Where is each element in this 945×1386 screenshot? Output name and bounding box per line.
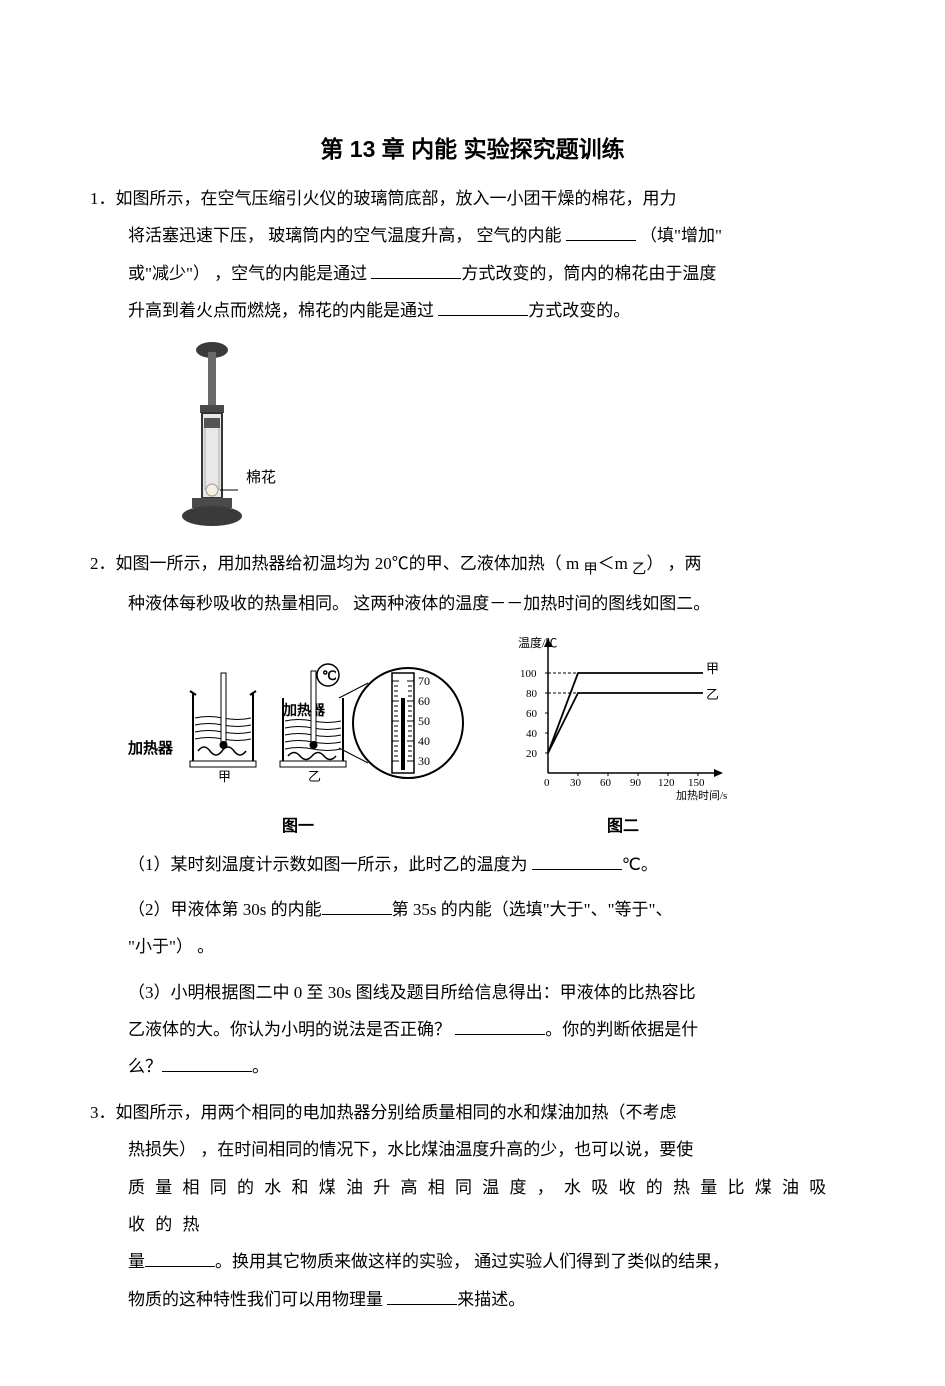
q2s2a: （2）甲液体第 30s 的内能 xyxy=(128,900,322,919)
q1-line4a: 升高到着火点而燃烧，棉花的内能是通过 xyxy=(128,301,438,320)
q2-line1b: ） ，两 xyxy=(646,554,701,573)
svg-text:60: 60 xyxy=(418,694,430,708)
svg-text:℃: ℃ xyxy=(322,668,337,683)
svg-text:40: 40 xyxy=(418,734,430,748)
blank xyxy=(162,1055,252,1072)
blank xyxy=(322,898,392,915)
sub-yi: 乙 xyxy=(632,561,646,577)
q3-line4a: 量 xyxy=(128,1252,145,1271)
svg-text:70: 70 xyxy=(418,674,430,688)
blank xyxy=(145,1250,215,1267)
question-3: 3．如图所示，用两个相同的电加热器分别给质量相同的水和煤油加热（不考虑 热损失）… xyxy=(90,1094,855,1318)
y-ticks: 20 40 60 80 100 xyxy=(520,668,548,760)
q3-line1: 如图所示，用两个相同的电加热器分别给质量相同的水和煤油加热（不考虑 xyxy=(116,1103,677,1122)
q2-sub1: （1）某时刻温度计示数如图一所示，此时乙的温度为 ℃。 xyxy=(90,846,855,883)
q1-line3b: 方式改变的，筒内的棉花由于温度 xyxy=(461,264,716,283)
cotton-label: 棉花 xyxy=(246,470,276,486)
q1-line4b: 方式改变的。 xyxy=(528,301,630,320)
svg-text:20: 20 xyxy=(526,748,538,760)
q2-line2: 种液体每秒吸收的热量相同。 这两种液体的温度－－加热时间的图线如图二。 xyxy=(128,594,710,613)
q3-line5a: 物质的这种特性我们可以用物理量 xyxy=(128,1290,387,1309)
svg-text:加热器: 加热器 xyxy=(282,702,326,719)
temperature-chart-icon: 20 40 60 80 100 0 30 60 90 120 150 温度/℃ … xyxy=(508,633,738,803)
q3-line4b: 。换用其它物质来做这样的实验， 通过实验人们得到了类似的结果， xyxy=(215,1252,729,1271)
compression-igniter-icon xyxy=(170,340,290,530)
blank xyxy=(566,224,636,241)
svg-text:甲: 甲 xyxy=(218,769,231,784)
q2-lt: ＜m xyxy=(598,554,632,573)
q2-sub3: （3）小明根据图二中 0 至 30s 图线及题目所给信息得出：甲液体的比热容比 … xyxy=(90,974,855,1086)
q2-sub2: （2）甲液体第 30s 的内能 第 35s 的内能（选填"大于"、"等于"、 "小… xyxy=(90,891,855,966)
q1-line2a: 将活塞迅速下压， 玻璃筒内的空气温度升高， 空气的内能 xyxy=(128,226,566,245)
svg-text:加热器: 加热器 xyxy=(128,739,174,757)
beakers-diagram-icon: 加热器 甲 xyxy=(128,643,468,803)
svg-text:100: 100 xyxy=(520,668,537,680)
q2s1b: ℃。 xyxy=(622,855,658,874)
svg-text:甲: 甲 xyxy=(706,661,719,676)
blank xyxy=(532,853,622,870)
x-ticks: 0 30 60 90 120 150 xyxy=(544,773,705,789)
q2-line1: 如图一所示，用加热器给初温均为 20℃的甲、乙液体加热（ m xyxy=(116,554,584,573)
blank xyxy=(438,299,528,316)
q1-line2b: （填"增加" xyxy=(636,226,722,245)
svg-text:乙: 乙 xyxy=(706,687,719,702)
q1-line3a: 或"减少"） ，空气的内能是通过 xyxy=(128,264,371,283)
svg-text:50: 50 xyxy=(418,714,430,728)
q2-number: 2． xyxy=(90,554,116,573)
sub-jia: 甲 xyxy=(583,561,597,577)
q3-number: 3． xyxy=(90,1103,116,1122)
blank xyxy=(371,262,461,279)
q3-line2: 热损失） ，在时间相同的情况下，水比煤油温度升高的少，也可以说，要使 xyxy=(128,1140,693,1159)
q1-line1: 如图所示，在空气压缩引火仪的玻璃筒底部，放入一小团干燥的棉花，用力 xyxy=(116,189,677,208)
q2s3c: 。你的判断依据是什 xyxy=(545,1020,698,1039)
figure-one: 加热器 甲 xyxy=(128,643,468,836)
svg-text:120: 120 xyxy=(658,777,675,789)
q1-figure: 棉花 xyxy=(170,340,855,535)
q3-line5b: 来描述。 xyxy=(457,1290,525,1309)
svg-text:温度/℃: 温度/℃ xyxy=(518,635,557,650)
svg-text:150: 150 xyxy=(688,777,705,789)
q2s2c: "小于"） 。 xyxy=(128,937,214,956)
page-title: 第 13 章 内能 实验探究题训练 xyxy=(90,130,855,164)
question-2: 2．如图一所示，用加热器给初温均为 20℃的甲、乙液体加热（ m 甲＜m 乙） … xyxy=(90,545,855,623)
q2s2b: 第 35s 的内能（选填"大于"、"等于"、 xyxy=(392,900,673,919)
q2-figures: 加热器 甲 xyxy=(128,633,855,836)
q2s3d: 么？ xyxy=(128,1057,162,1076)
q2s3a: （3）小明根据图二中 0 至 30s 图线及题目所给信息得出：甲液体的比热容比 xyxy=(128,983,696,1002)
svg-text:30: 30 xyxy=(570,777,582,789)
svg-text:加热时间/s: 加热时间/s xyxy=(676,789,727,802)
svg-text:90: 90 xyxy=(630,777,642,789)
figure-two: 20 40 60 80 100 0 30 60 90 120 150 温度/℃ … xyxy=(508,633,738,836)
svg-text:30: 30 xyxy=(418,754,430,768)
svg-text:60: 60 xyxy=(600,777,612,789)
blank xyxy=(455,1018,545,1035)
svg-text:0: 0 xyxy=(544,777,550,789)
fig1-label: 图一 xyxy=(128,812,468,836)
blank xyxy=(387,1288,457,1305)
svg-text:60: 60 xyxy=(526,708,538,720)
q3-line3: 质 量 相 同 的 水 和 煤 油 升 高 相 同 温 度 ， 水 吸 收 的 … xyxy=(128,1178,829,1234)
svg-text:40: 40 xyxy=(526,728,538,740)
question-1: 1．如图所示，在空气压缩引火仪的玻璃筒底部，放入一小团干燥的棉花，用力 将活塞迅… xyxy=(90,180,855,330)
svg-text:80: 80 xyxy=(526,688,538,700)
fig2-label: 图二 xyxy=(508,812,738,836)
q2s1a: （1）某时刻温度计示数如图一所示，此时乙的温度为 xyxy=(128,855,532,874)
svg-text:乙: 乙 xyxy=(308,769,321,784)
q2s3e: 。 xyxy=(252,1057,269,1076)
q2s3b: 乙液体的大。你认为小明的说法是否正确？ xyxy=(128,1020,455,1039)
q1-number: 1． xyxy=(90,189,116,208)
